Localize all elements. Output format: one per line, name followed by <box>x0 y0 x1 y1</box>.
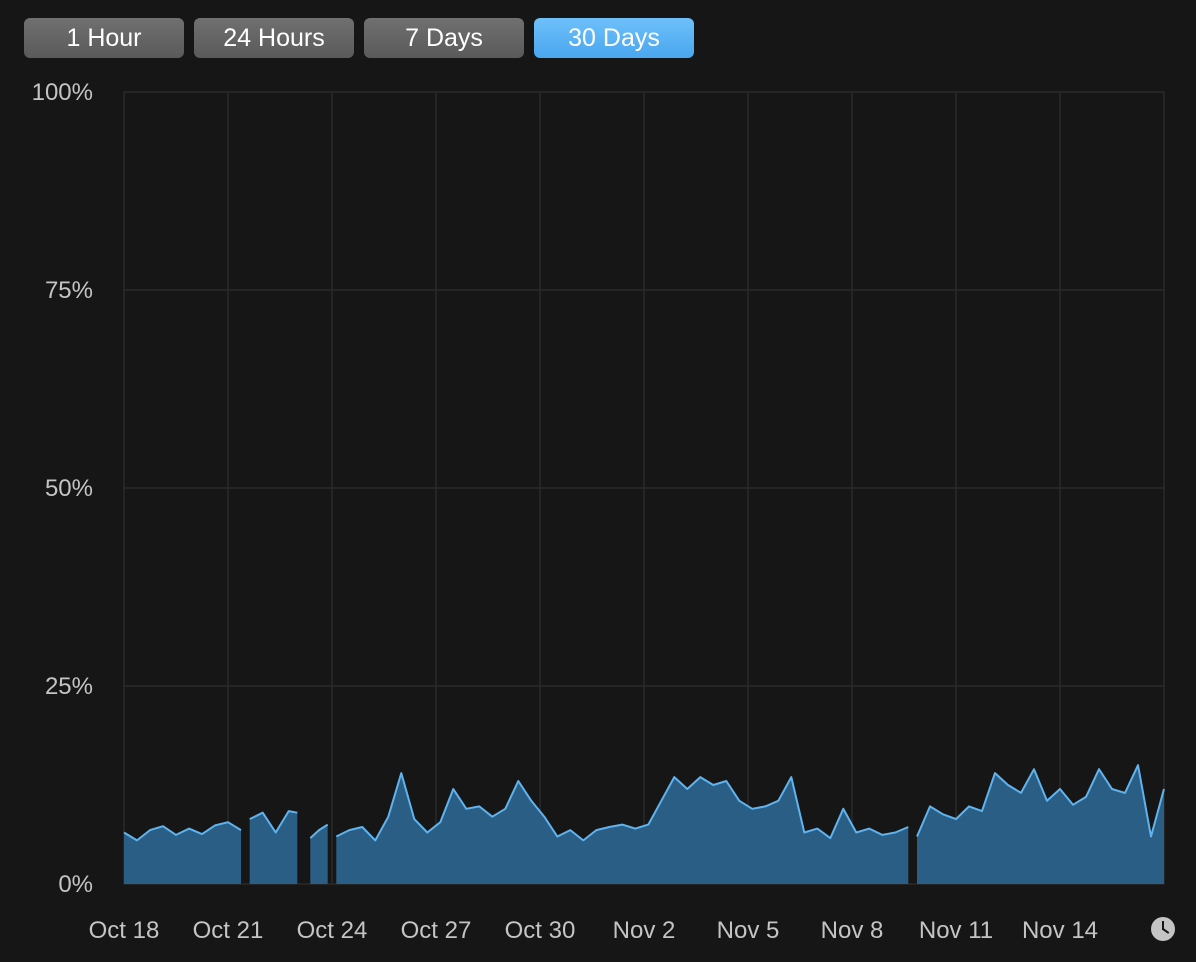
series-line <box>249 810 298 834</box>
x-tick-label: Oct 21 <box>193 917 264 944</box>
x-tick-label: Nov 11 <box>919 917 993 944</box>
series-area <box>249 811 298 884</box>
tab-24-hours[interactable]: 24 Hours <box>194 18 354 58</box>
tab-7-days[interactable]: 7 Days <box>364 18 524 58</box>
clock-icon[interactable] <box>1151 917 1175 941</box>
x-tick-label: Oct 27 <box>401 917 472 944</box>
y-tick-label: 0% <box>58 871 93 898</box>
series-area <box>917 765 1164 884</box>
y-tick-label: 50% <box>45 475 93 502</box>
x-tick-label: Nov 8 <box>821 917 884 944</box>
series-line <box>335 772 909 842</box>
x-tick-label: Nov 2 <box>613 917 676 944</box>
series-line <box>123 821 242 842</box>
series-line <box>916 764 1165 838</box>
x-tick-label: Oct 18 <box>89 917 160 944</box>
x-tick-label: Oct 24 <box>297 917 368 944</box>
time-range-tabs: 1 Hour 24 Hours 7 Days 30 Days <box>24 18 694 58</box>
series-area <box>124 822 241 884</box>
y-tick-label: 100% <box>32 79 93 106</box>
y-tick-label: 75% <box>45 277 93 304</box>
series-area <box>336 773 909 884</box>
tab-30-days[interactable]: 30 Days <box>534 18 694 58</box>
tab-1-hour[interactable]: 1 Hour <box>24 18 184 58</box>
x-tick-label: Oct 30 <box>505 917 576 944</box>
series-line <box>309 823 329 839</box>
x-tick-label: Nov 14 <box>1022 917 1098 944</box>
x-tick-label: Nov 5 <box>717 917 780 944</box>
series-area <box>310 824 328 884</box>
y-tick-label: 25% <box>45 673 93 700</box>
